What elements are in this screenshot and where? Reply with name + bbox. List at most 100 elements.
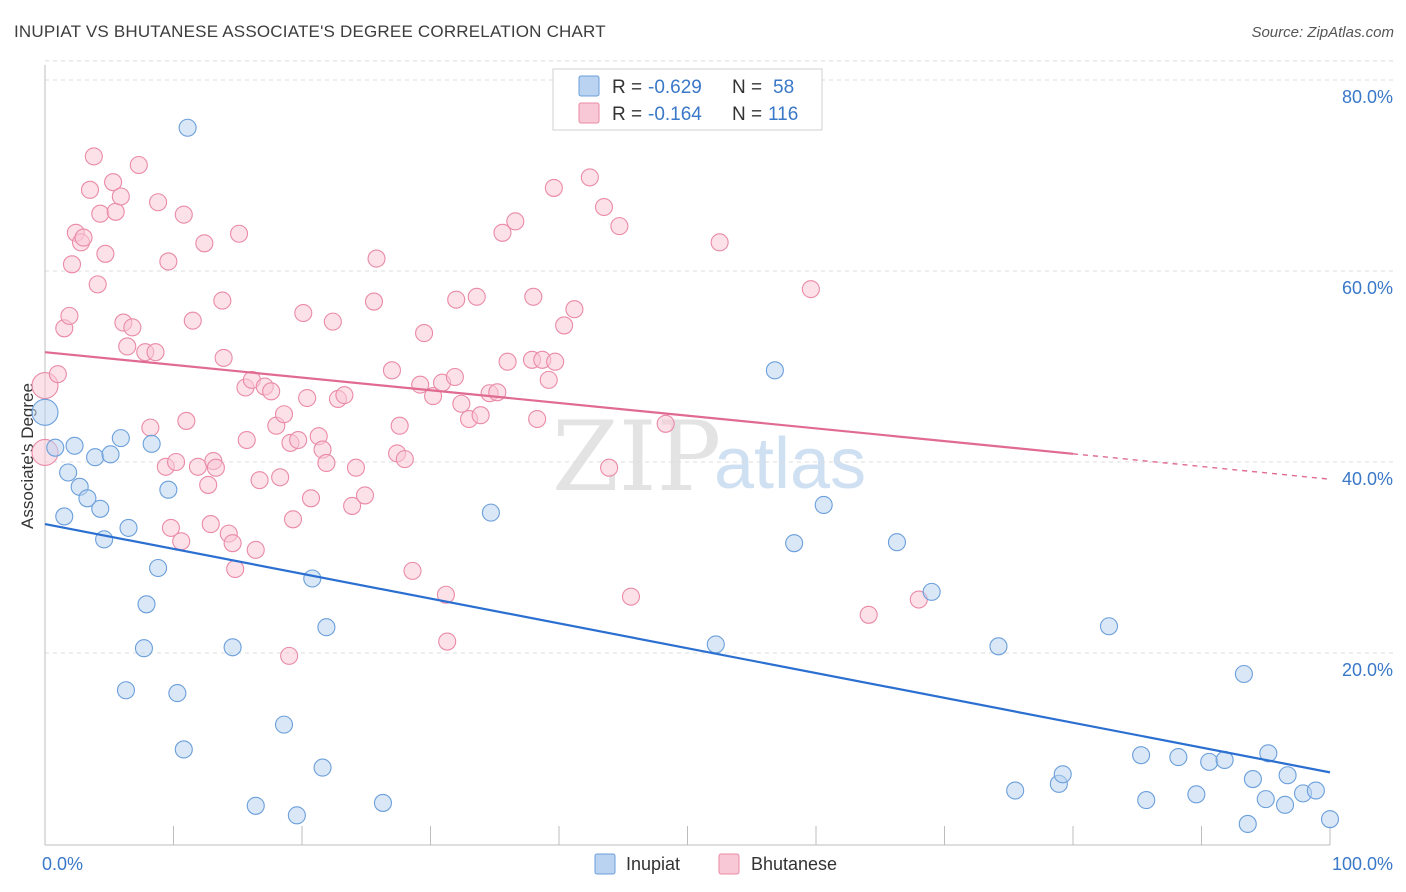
bhutanese-point (174, 205, 193, 224)
bhutanese-point (438, 632, 457, 651)
inupiat-point (1320, 810, 1340, 829)
legend-n-label-inupiat: N = (732, 77, 762, 98)
bhutanese-point (246, 540, 265, 559)
bhutanese-point (283, 510, 303, 529)
inupiat-point (168, 684, 187, 703)
inupiat-point (922, 582, 941, 601)
bottom-legend-label-bhutanese: Bhutanese (751, 854, 837, 874)
inupiat-point (785, 534, 804, 553)
inupiat-point (55, 507, 74, 526)
inupiat-point (481, 503, 500, 522)
bhutanese-point (123, 318, 142, 337)
bhutanese-point (146, 343, 165, 362)
inupiat-point (989, 637, 1008, 656)
bhutanese-point (48, 365, 67, 384)
inupiat-point (303, 569, 322, 588)
inupiat-point (1238, 814, 1257, 833)
bhutanese-point (183, 311, 202, 330)
inupiat-point (1169, 748, 1188, 767)
legend-r-value-inupiat: -0.629 (648, 77, 702, 98)
bhutanese-point (323, 312, 342, 331)
bhutanese-trendline-extension (1072, 453, 1331, 480)
inupiat-point (1256, 790, 1275, 809)
bhutanese-point (445, 367, 464, 387)
legend-n-label-bhutanese: N = (732, 104, 762, 125)
inupiat-point (313, 758, 332, 777)
inupiat-point (1200, 752, 1219, 771)
bhutanese-series (31, 147, 928, 665)
bhutanese-point (546, 352, 565, 371)
y-tick-label-80: 80.0% (1342, 87, 1393, 107)
bhutanese-point (237, 430, 256, 450)
inupiat-point (101, 445, 120, 464)
gridlines (45, 60, 1393, 654)
bottom-legend: Inupiat Bhutanese (594, 853, 837, 875)
inupiat-point (274, 715, 294, 734)
y-axis-title: Associate's Degree (18, 383, 37, 529)
inupiat-point (134, 639, 153, 658)
bhutanese-point (60, 306, 79, 325)
bhutanese-point (565, 300, 584, 319)
y-tick-label-60: 60.0% (1342, 278, 1393, 298)
legend-swatch-bhutanese (578, 102, 600, 124)
bhutanese-point (610, 217, 629, 236)
inupiat-point (178, 118, 197, 137)
bhutanese-point (172, 532, 191, 551)
inupiat-point (317, 618, 336, 637)
bottom-legend-swatch-inupiat (594, 853, 616, 875)
bhutanese-point (343, 496, 362, 515)
inupiat-point (1099, 617, 1119, 636)
bhutanese-point (498, 352, 517, 371)
inupiat-point (159, 480, 178, 499)
inupiat-point (814, 495, 833, 515)
bhutanese-point (524, 287, 543, 306)
watermark-atlas: atlas (714, 424, 866, 504)
inupiat-point (1278, 766, 1297, 785)
inupiat-point (78, 489, 97, 508)
bhutanese-point (213, 291, 232, 310)
inupiat-point (765, 361, 784, 380)
bhutanese-point (167, 452, 186, 472)
bhutanese-point (555, 316, 574, 335)
inupiat-point (59, 463, 78, 482)
bhutanese-point (317, 453, 336, 473)
bhutanese-point (346, 458, 366, 477)
y-tick-label-40: 40.0% (1342, 469, 1393, 489)
bhutanese-point (594, 197, 614, 217)
bhutanese-point (656, 414, 675, 433)
inupiat-series (31, 118, 1340, 833)
bhutanese-point (493, 223, 512, 242)
trendlines (44, 351, 1331, 774)
bhutanese-point (859, 605, 878, 624)
inupiat-point (46, 438, 65, 457)
bhutanese-point (710, 233, 729, 252)
bhutanese-point (159, 252, 178, 271)
inupiat-point (1137, 791, 1156, 810)
inupiat-point (373, 793, 393, 812)
x-tick-label-min: 0.0% (42, 854, 83, 874)
bhutanese-point (298, 388, 317, 408)
inupiat-point (137, 595, 156, 614)
bhutanese-point (250, 471, 269, 490)
bhutanese-point (367, 249, 386, 268)
bhutanese-point (801, 280, 820, 299)
legend-n-value-bhutanese: 116 (768, 104, 798, 125)
bhutanese-point (74, 228, 93, 247)
bhutanese-point (280, 646, 299, 665)
legend-r-value-bhutanese: -0.164 (648, 104, 702, 125)
inupiat-point (1259, 744, 1278, 763)
inupiat-point (287, 806, 306, 825)
y-tick-labels: 20.0% 40.0% 60.0% 80.0% (1342, 87, 1393, 680)
bhutanese-point (214, 348, 233, 367)
bhutanese-point (335, 386, 354, 405)
bhutanese-point (262, 382, 281, 401)
bottom-legend-label-inupiat: Inupiat (626, 854, 680, 874)
bhutanese-point (129, 155, 148, 175)
bhutanese-point (188, 457, 207, 476)
inupiat-point (111, 429, 130, 448)
bhutanese-point (364, 292, 384, 311)
chart-title: INUPIAT VS BHUTANESE ASSOCIATE'S DEGREE … (14, 22, 606, 41)
bhutanese-point (390, 416, 409, 435)
bhutanese-point (600, 458, 619, 477)
bhutanese-point (80, 180, 100, 199)
